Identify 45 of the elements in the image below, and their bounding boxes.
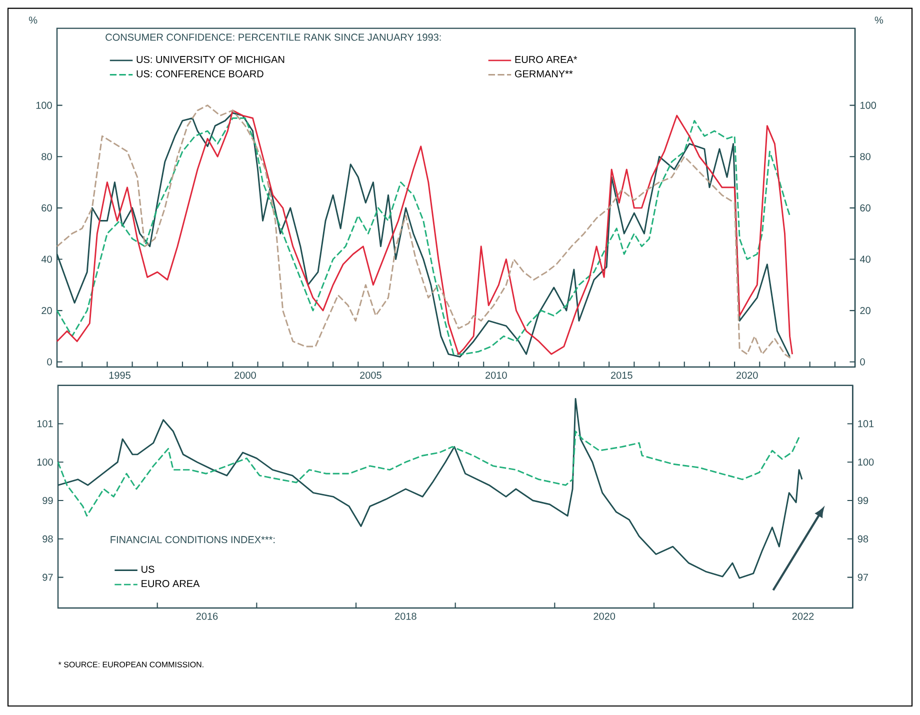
x-tick-label: 2000 xyxy=(234,372,256,379)
line-series xyxy=(57,398,803,579)
x-tick-label: 1995 xyxy=(109,372,130,379)
y-tick-label: 97 xyxy=(42,574,53,581)
legend-label: US: UNIVERSITY OF MICHIGAN xyxy=(136,56,284,64)
y2-tick-label: 97 xyxy=(858,574,868,581)
y-tick-label: 101 xyxy=(37,420,53,428)
legend-label: US xyxy=(142,566,154,573)
x-tick-label: 2018 xyxy=(395,612,416,620)
y-tick-label: 20 xyxy=(42,307,52,314)
y-tick-label: 100 xyxy=(36,102,52,109)
text: * SOURCE: EUROPEAN COMMISSION. xyxy=(58,662,204,668)
y2-axis-title: % xyxy=(874,16,884,24)
x-tick-label: 2016 xyxy=(196,612,218,620)
y-tick-label: 0 xyxy=(47,358,52,366)
legend-label: US: CONFERENCE BOARD xyxy=(136,70,264,78)
x-tick-label: 2022 xyxy=(792,612,814,620)
legend-title: FINANCIAL CONDITIONS INDEX***: xyxy=(110,536,275,544)
line-series xyxy=(57,430,801,517)
x-tick-label: 2010 xyxy=(486,372,507,379)
y2-tick-label: 98 xyxy=(858,535,868,542)
y2-tick-label: 100 xyxy=(858,458,874,466)
x-tick-label: 2015 xyxy=(611,372,632,379)
x-tick-label: 2005 xyxy=(360,372,382,379)
y-tick-label: 98 xyxy=(42,535,53,542)
y2-tick-label: 60 xyxy=(860,204,870,212)
y-tick-label: 99 xyxy=(42,496,53,504)
y-tick-label: 60 xyxy=(42,204,52,212)
y2-tick-label: 20 xyxy=(860,307,870,314)
legend-label: EURO AREA xyxy=(142,580,200,588)
y-tick-label: 80 xyxy=(42,153,52,160)
y-tick-label: 100 xyxy=(37,458,53,466)
y-axis-title: % xyxy=(28,16,38,24)
y2-tick-label: 99 xyxy=(858,496,868,504)
x-tick-label: 2020 xyxy=(736,372,758,379)
y2-tick-label: 80 xyxy=(860,153,870,160)
y2-tick-label: 0 xyxy=(860,358,865,366)
x-tick-label: 2020 xyxy=(594,612,616,620)
legend-label: EURO AREA* xyxy=(515,56,578,64)
y2-tick-label: 101 xyxy=(858,420,874,428)
y2-tick-label: 40 xyxy=(860,256,870,263)
legend-label: GERMANY** xyxy=(515,70,573,78)
legend-title: CONSUMER CONFIDENCE: PERCENTILE RANK SINCE JANUARY 1993: xyxy=(106,34,441,41)
y-tick-label: 40 xyxy=(41,256,52,263)
y2-tick-label: 100 xyxy=(860,102,876,109)
